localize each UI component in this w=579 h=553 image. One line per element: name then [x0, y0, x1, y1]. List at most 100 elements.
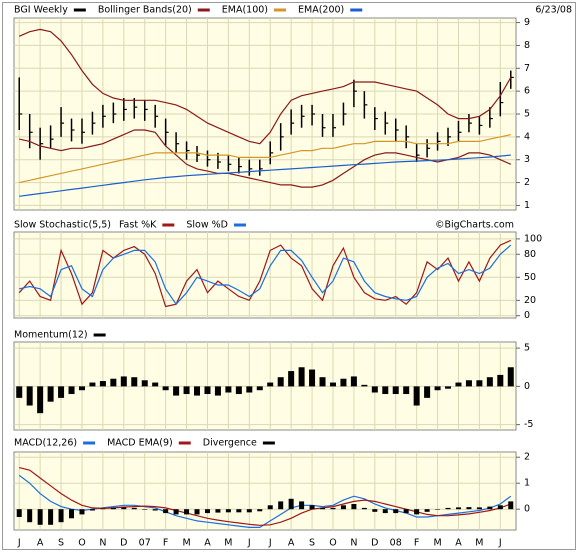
- bar: [225, 386, 232, 393]
- x-tick-label: M: [475, 538, 483, 549]
- bar: [16, 386, 23, 398]
- bar: [141, 380, 148, 387]
- panel-title: Slow Stochastic(5,5): [14, 220, 111, 231]
- bar: [340, 378, 347, 387]
- bar: [319, 377, 326, 387]
- bar: [393, 509, 399, 514]
- bar: [392, 386, 399, 395]
- bar: [173, 386, 180, 396]
- legend-swatch: [162, 223, 175, 227]
- bar: [184, 509, 190, 515]
- bar: [497, 505, 503, 510]
- bar: [256, 386, 263, 391]
- y-tick-label: 5: [524, 343, 530, 354]
- bar: [236, 509, 242, 513]
- bar: [361, 384, 368, 387]
- x-tick-label: M: [182, 538, 190, 549]
- legend-swatch: [178, 441, 191, 445]
- y-tick-label: 2: [524, 452, 530, 463]
- series-line: [19, 244, 512, 306]
- bar: [225, 509, 231, 513]
- x-tick-label: F: [163, 538, 168, 549]
- y-tick-label: 0: [524, 310, 530, 321]
- y-tick-label: 8: [524, 40, 530, 51]
- bar: [340, 505, 346, 510]
- x-tick-label: M: [224, 538, 232, 549]
- bar: [246, 509, 252, 513]
- bar: [89, 509, 95, 511]
- legend-swatch: [93, 333, 106, 337]
- legend-label: Bollinger Bands(20): [98, 5, 192, 16]
- y-tick-label: -5: [524, 419, 533, 430]
- bar: [361, 507, 367, 510]
- bar: [434, 386, 441, 391]
- plot-area: [13, 451, 517, 531]
- y-tick-label: 0: [524, 381, 530, 392]
- y-tick-label: 5: [524, 109, 530, 120]
- bar: [214, 386, 221, 396]
- bar: [246, 386, 253, 393]
- bar: [382, 386, 389, 395]
- bar: [288, 371, 295, 387]
- bar: [110, 378, 117, 387]
- bar: [257, 509, 263, 512]
- legend-swatch: [274, 8, 286, 12]
- x-tick-label: O: [78, 538, 85, 549]
- legend-swatch: [197, 8, 210, 12]
- y-tick-label: 2: [524, 177, 530, 188]
- bar: [47, 386, 54, 402]
- y-tick-label: 6: [524, 86, 530, 97]
- bar: [371, 386, 378, 393]
- bar: [267, 382, 274, 387]
- legend-swatch: [350, 8, 363, 12]
- x-tick-label: N: [99, 538, 106, 549]
- bar: [89, 382, 96, 387]
- y-tick-label: 100: [524, 233, 542, 244]
- bar: [288, 498, 294, 510]
- bar: [194, 509, 200, 515]
- bar: [298, 367, 305, 387]
- bar: [37, 509, 43, 525]
- bar: [142, 509, 148, 510]
- legend-label: BGI Weekly: [14, 5, 68, 16]
- bar: [424, 386, 431, 398]
- y-tick-label: 20: [524, 295, 536, 306]
- credit-label: ©BigCharts.com: [435, 220, 514, 231]
- x-tick-label: J: [268, 538, 272, 549]
- bar: [476, 380, 483, 387]
- bar: [507, 367, 514, 387]
- x-tick-label: A: [204, 538, 211, 549]
- plot-area: [13, 231, 517, 319]
- x-tick-label: J: [17, 538, 21, 549]
- y-tick-label: 1: [524, 478, 530, 489]
- x-tick-label: 07: [139, 538, 151, 549]
- bar: [215, 509, 221, 513]
- y-tick-label: 3: [524, 154, 530, 165]
- legend-label: Divergence: [203, 438, 257, 449]
- bar: [299, 501, 305, 510]
- x-tick-label: D: [120, 538, 127, 549]
- bar: [309, 369, 316, 387]
- bar: [455, 382, 462, 387]
- y-tick-label: 1: [524, 200, 530, 211]
- x-tick-label: N: [350, 538, 357, 549]
- bar: [58, 509, 64, 523]
- legend-label: MACD(12,26): [14, 438, 77, 449]
- bar: [329, 382, 336, 387]
- bar: [131, 507, 137, 510]
- legend-swatch: [73, 8, 86, 12]
- x-tick-label: S: [58, 538, 64, 549]
- bar: [120, 376, 127, 387]
- y-tick-label: 7: [524, 63, 530, 74]
- bar: [497, 374, 504, 387]
- bar: [235, 386, 242, 395]
- bar: [435, 509, 441, 510]
- bar: [99, 381, 106, 387]
- bar: [277, 377, 284, 387]
- series-line: [19, 134, 511, 184]
- bar: [267, 505, 273, 510]
- bar: [37, 386, 44, 414]
- x-tick-label: M: [433, 538, 441, 549]
- bar: [330, 507, 336, 510]
